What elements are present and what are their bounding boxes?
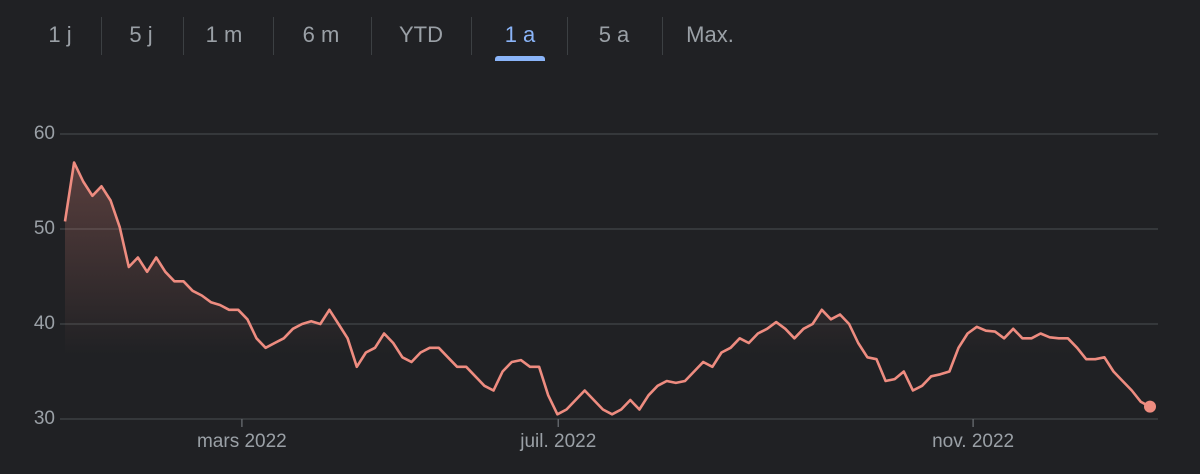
tab-separator — [567, 17, 568, 55]
price-line — [63, 161, 1151, 416]
range-tab[interactable]: 1 j — [48, 22, 72, 47]
y-tick-label: 40 — [34, 313, 55, 334]
y-tick-label: 60 — [34, 123, 55, 144]
x-tick-label: nov. 2022 — [932, 431, 1014, 452]
x-tick-label: juil. 2022 — [519, 431, 596, 452]
selected-indicator — [495, 56, 545, 61]
tab-separator — [272, 17, 274, 55]
range-tab[interactable]: 1 m — [205, 22, 243, 47]
y-tick-label: 50 — [34, 218, 55, 239]
last-point — [1144, 400, 1156, 413]
range-tab[interactable]: YTD — [399, 22, 443, 47]
tab-separator — [182, 17, 184, 55]
tab-separator — [100, 17, 102, 55]
x-tick-label: mars 2022 — [197, 431, 287, 452]
y-tick-label: 30 — [34, 408, 55, 429]
range-tab[interactable]: 6 m — [302, 22, 340, 47]
tab-separator — [662, 17, 663, 55]
range-tab[interactable]: Max. — [686, 22, 734, 47]
range-tab[interactable]: 5 j — [129, 22, 153, 47]
tab-separator — [371, 17, 372, 55]
range-tab[interactable]: 1 a — [504, 22, 536, 47]
area — [65, 162, 1150, 419]
tab-separator — [470, 17, 472, 55]
range-tab[interactable]: 5 a — [598, 22, 630, 47]
